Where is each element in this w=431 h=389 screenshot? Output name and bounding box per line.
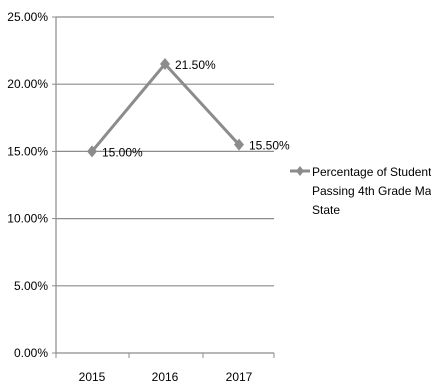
legend-label: Passing 4th Grade Math PNI bbox=[312, 184, 431, 198]
y-tick-label: 15.00% bbox=[7, 144, 48, 158]
y-tick-label: 10.00% bbox=[7, 212, 48, 226]
x-tick-label: 2017 bbox=[226, 370, 253, 384]
y-tick-label: 25.00% bbox=[7, 10, 48, 24]
x-axis-ticks: 2015 2016 2017 bbox=[79, 370, 253, 384]
x-tick-label: 2016 bbox=[152, 370, 179, 384]
series-group bbox=[87, 58, 244, 158]
data-label: 15.50% bbox=[249, 139, 290, 153]
data-point bbox=[87, 145, 97, 158]
legend-marker bbox=[296, 166, 304, 176]
data-label: 15.00% bbox=[102, 145, 143, 159]
data-labels: 15.00% 21.50% 15.50% bbox=[102, 58, 290, 159]
legend-label: State bbox=[312, 203, 340, 217]
y-tick-label: 20.00% bbox=[7, 77, 48, 91]
x-tick-label: 2015 bbox=[79, 370, 106, 384]
series-line bbox=[90, 61, 241, 153]
legend-label: Percentage of Students bbox=[312, 165, 431, 179]
data-label: 21.50% bbox=[175, 58, 216, 72]
y-tick-label: 0.00% bbox=[14, 346, 48, 360]
axes bbox=[52, 16, 275, 358]
y-axis-ticks: 0.00% 5.00% 10.00% 15.00% 20.00% 25.00% bbox=[7, 10, 48, 360]
legend: Percentage of Students Passing 4th Grade … bbox=[290, 165, 431, 217]
y-tick-label: 5.00% bbox=[14, 279, 48, 293]
data-point bbox=[234, 138, 244, 151]
data-point bbox=[160, 58, 170, 71]
